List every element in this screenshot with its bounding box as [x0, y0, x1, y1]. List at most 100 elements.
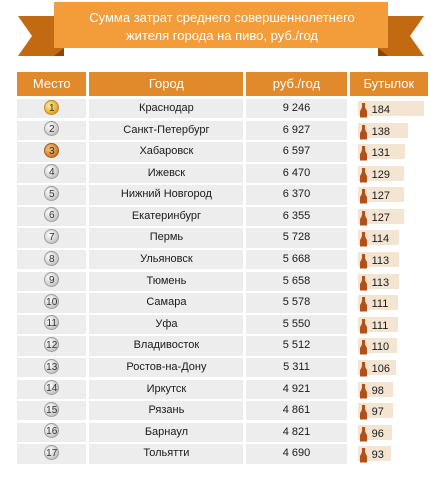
bottles-bar: 106 [357, 359, 396, 377]
bottles-bar: 127 [357, 208, 404, 226]
medal-icon: 10 [44, 293, 60, 309]
rank-cell: 14 [17, 379, 87, 399]
rub-cell: 5 658 [246, 271, 347, 292]
beer-bottle-icon [359, 210, 368, 233]
beer-bottle-icon [359, 254, 368, 276]
bottles-value: 127 [371, 190, 390, 203]
city-cell: Тюмень [89, 271, 244, 292]
medal-icon: 2 [44, 121, 60, 137]
table-row: 3 Хабаровск 6 597 131 [17, 142, 429, 162]
bottles-cell: 110 [349, 336, 429, 356]
bottles-value: 110 [371, 341, 390, 354]
city-cell: Барнаул [89, 422, 244, 443]
bottles-cell: 184 [349, 99, 429, 119]
medal-icon: 5 [44, 185, 60, 201]
bottles-value: 114 [371, 233, 390, 246]
city-cell: Тольятти [89, 444, 244, 464]
rub-cell: 4 861 [246, 401, 347, 421]
bottles-cell: 98 [349, 379, 429, 399]
rank-cell: 3 [17, 142, 87, 162]
table-row: 8 Ульяновск 5 668 113 [17, 250, 429, 270]
city-cell: Краснодар [89, 99, 244, 119]
banner-ribbon [18, 2, 424, 56]
medal-icon: 15 [44, 401, 60, 417]
city-cell: Самара [89, 293, 244, 313]
beer-bottle-icon [359, 383, 368, 406]
header-bottles: Бутылок [349, 72, 429, 96]
chart-title: Сумма затрат среднего совершеннолетнего … [89, 10, 355, 43]
bottles-bar: 113 [357, 273, 399, 291]
bottles-bar: 98 [357, 381, 393, 399]
city-cell: Пермь [89, 228, 244, 248]
medal-icon: 6 [44, 207, 60, 223]
rub-cell: 5 578 [246, 293, 347, 313]
bottles-cell: 131 [349, 142, 429, 162]
medal-icon: 7 [44, 229, 60, 245]
bottles-bar: 114 [357, 230, 399, 247]
beer-bottle-icon [359, 361, 368, 384]
rank-cell: 7 [17, 228, 87, 248]
bottles-cell: 96 [349, 422, 429, 443]
bottles-bar: 113 [357, 252, 399, 269]
bottles-value: 111 [371, 319, 389, 332]
bottles-value: 96 [371, 427, 384, 440]
bottles-value: 98 [371, 384, 384, 397]
bottles-cell: 127 [349, 185, 429, 205]
rub-cell: 6 927 [246, 120, 347, 140]
bottles-value: 97 [371, 406, 384, 419]
bottles-value: 127 [371, 211, 390, 224]
bottles-bar: 138 [357, 122, 408, 140]
bottles-value: 113 [371, 276, 390, 289]
medal-icon: 8 [44, 250, 60, 266]
rub-cell: 4 921 [246, 379, 347, 399]
bottles-cell: 106 [349, 357, 429, 378]
rub-cell: 5 311 [246, 357, 347, 378]
bottles-cell: 129 [349, 163, 429, 184]
rub-cell: 6 370 [246, 185, 347, 205]
bottles-cell: 114 [349, 228, 429, 248]
beer-bottle-icon [359, 448, 368, 470]
header-rank: Место [17, 72, 87, 96]
table-row: 2 Санкт-Петербург 6 927 138 [17, 120, 429, 140]
bottles-cell: 97 [349, 401, 429, 421]
medal-icon: 4 [44, 164, 60, 180]
bottles-cell: 127 [349, 206, 429, 227]
rank-cell: 6 [17, 206, 87, 227]
beer-bottle-icon [359, 405, 368, 427]
medal-icon: 3 [44, 142, 60, 158]
bottles-value: 106 [371, 362, 390, 375]
beer-bottle-icon [359, 146, 368, 168]
table-row: 12 Владивосток 5 512 110 [17, 336, 429, 356]
city-cell: Уфа [89, 314, 244, 335]
bottles-bar: 127 [357, 187, 404, 204]
table-row: 4 Ижевск 6 470 129 [17, 163, 429, 184]
beer-bottle-icon [359, 340, 368, 362]
city-cell: Нижний Новгород [89, 185, 244, 205]
bottles-bar: 93 [357, 446, 391, 463]
table-row: 7 Пермь 5 728 114 [17, 228, 429, 248]
medal-icon: 1 [44, 99, 60, 115]
rub-cell: 4 821 [246, 422, 347, 443]
bottles-bar: 184 [357, 101, 424, 118]
bottles-cell: 113 [349, 271, 429, 292]
beer-bottle-icon [359, 189, 368, 211]
table-row: 11 Уфа 5 550 111 [17, 314, 429, 335]
table-body: 1 Краснодар 9 246 184 2 Санкт-Петербург 6 927 1… [17, 99, 429, 466]
rub-cell: 6 355 [246, 206, 347, 227]
bottles-value: 93 [371, 449, 384, 462]
medal-icon: 12 [44, 336, 60, 352]
table-row: 9 Тюмень 5 658 113 [17, 271, 429, 292]
rank-cell: 1 [17, 99, 87, 119]
rub-cell: 5 668 [246, 250, 347, 270]
bottles-value: 113 [371, 255, 390, 268]
city-cell: Санкт-Петербург [89, 120, 244, 140]
bottles-value: 138 [371, 125, 390, 138]
rank-cell: 16 [17, 422, 87, 443]
table-row: 15 Рязань 4 861 97 [17, 401, 429, 421]
table-row: 13 Ростов-на-Дону 5 311 106 [17, 357, 429, 378]
rub-cell: 6 470 [246, 163, 347, 184]
bottles-cell: 138 [349, 120, 429, 140]
bottles-bar: 111 [357, 316, 398, 334]
city-cell: Ульяновск [89, 250, 244, 270]
bottles-bar: 129 [357, 165, 404, 183]
